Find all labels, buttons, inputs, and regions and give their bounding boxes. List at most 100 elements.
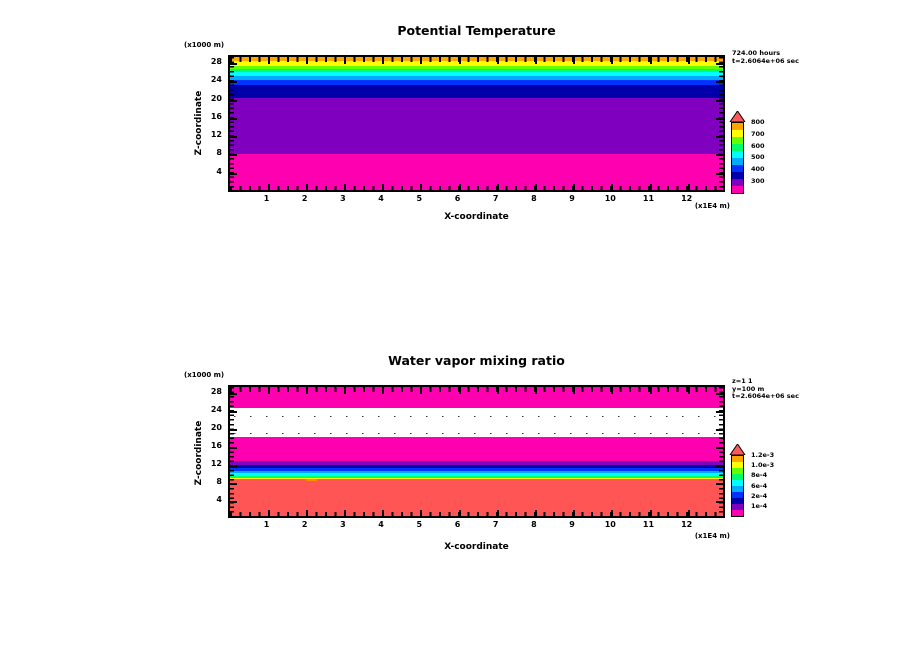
- tick-mark: [343, 57, 346, 64]
- tick-mark: [420, 57, 423, 64]
- tick-mark: [573, 57, 576, 64]
- x-axis-label: X-coordinate: [444, 542, 509, 552]
- tick-mark: [716, 446, 723, 449]
- x-tick-label: 6: [454, 194, 461, 203]
- tick-mark: [267, 57, 270, 64]
- colorbar-tick-label: 600: [751, 141, 765, 150]
- tick-mark: [343, 510, 346, 516]
- tick-mark: [343, 387, 346, 394]
- contour-band: [230, 408, 723, 437]
- x-tick-label: 9: [569, 520, 575, 529]
- bottom-axis-minor-ticks: [230, 512, 723, 516]
- colorbar-segment: [732, 165, 743, 172]
- colorbar-arrow-icon: [729, 444, 746, 455]
- colorbar-segment: [732, 468, 743, 474]
- y-tick-label: 16: [210, 111, 222, 121]
- right-axis-minor-ticks: [719, 57, 723, 190]
- x-tick-label: 3: [340, 520, 346, 529]
- colorbar-segment: [732, 179, 743, 186]
- tick-mark: [230, 99, 237, 102]
- y-tick-label: 24: [210, 75, 222, 85]
- tick-mark: [230, 154, 237, 157]
- contour-band: [230, 468, 723, 471]
- x-tick-label: 12: [681, 194, 693, 203]
- top-axis-minor-ticks: [230, 57, 723, 62]
- tick-mark: [230, 81, 237, 84]
- tick-mark: [573, 387, 576, 394]
- tick-mark: [534, 57, 537, 64]
- tick-mark: [305, 510, 308, 516]
- tick-mark: [458, 184, 461, 190]
- y-tick-label: 12: [210, 458, 222, 468]
- colorbar-segment: [732, 158, 743, 165]
- colorbar-tick-label: 8e-4: [751, 471, 768, 480]
- tick-mark: [611, 387, 614, 394]
- tick-mark: [649, 57, 652, 64]
- tick-mark: [649, 510, 652, 516]
- x-tick-label: 10: [604, 194, 616, 203]
- y-tick-label: 28: [210, 387, 222, 397]
- x-tick-label: 11: [642, 520, 655, 529]
- tick-mark: [716, 81, 723, 84]
- tick-mark: [649, 387, 652, 394]
- tick-mark: [420, 510, 423, 516]
- colorbar-segment: [732, 130, 743, 137]
- tick-mark: [305, 57, 308, 64]
- annotation-line: 724.00 hours: [732, 49, 781, 57]
- colorbar-segment: [732, 474, 743, 480]
- tick-mark: [343, 184, 346, 190]
- colorbar-tick-label: 700: [751, 129, 765, 138]
- tick-mark: [534, 510, 537, 516]
- tick-mark: [267, 510, 270, 516]
- contour-band: [230, 470, 723, 473]
- colorbar-tick-label: 2e-4: [751, 491, 768, 500]
- plot-area: [228, 385, 725, 518]
- colorbar: [729, 111, 746, 194]
- contour-band: [230, 436, 723, 462]
- contour-bands: [230, 57, 723, 190]
- y-tick-label: 4: [216, 494, 222, 504]
- colorbar-segment: [732, 510, 743, 516]
- tick-mark: [573, 510, 576, 516]
- tick-mark: [230, 482, 237, 485]
- tick-mark: [267, 184, 270, 190]
- y-tick-label: 8: [216, 476, 222, 486]
- left-axis-minor-ticks: [230, 57, 234, 190]
- annotation-line: t=2.6064e+06 sec: [732, 56, 799, 65]
- colorbar-segment: [732, 492, 743, 498]
- contour-band: [230, 65, 723, 69]
- tick-mark: [382, 510, 385, 516]
- x-tick-label: 8: [531, 520, 537, 529]
- y-tick-label: 24: [210, 405, 222, 414]
- y-tick-label: 20: [210, 422, 222, 432]
- tick-mark: [716, 393, 723, 396]
- tick-mark: [496, 57, 499, 64]
- right-axis-minor-ticks: [719, 387, 723, 516]
- contour-band: [230, 475, 723, 478]
- y-tick-label: 20: [210, 93, 222, 103]
- tick-mark: [611, 57, 614, 64]
- y-tick-label: 16: [210, 440, 222, 450]
- x-tick-label: 2: [301, 520, 308, 529]
- colorbar-labels: 800 700 600 500 400 300: [751, 119, 765, 185]
- colorbar-tick-label: 800: [751, 118, 765, 126]
- tick-mark: [716, 464, 723, 467]
- tick-mark: [382, 184, 385, 190]
- dotted-contour-line: [234, 416, 719, 418]
- tick-mark: [716, 411, 723, 413]
- tick-mark: [649, 184, 652, 190]
- x-tick-label: 10: [604, 520, 616, 529]
- tick-mark: [611, 184, 614, 190]
- x-tick-label: 5: [416, 194, 423, 203]
- x-tick-label: 4: [378, 520, 384, 529]
- colorbar-segments: [731, 455, 744, 517]
- colorbar-segment: [732, 123, 743, 130]
- tick-mark: [687, 510, 690, 516]
- tick-mark: [305, 387, 308, 394]
- x-tick-label: 11: [642, 194, 655, 203]
- tick-mark: [716, 482, 723, 485]
- contour-band: [230, 71, 723, 77]
- x-unit-label: (x1E4 m): [694, 532, 730, 540]
- contour-band: [230, 68, 723, 72]
